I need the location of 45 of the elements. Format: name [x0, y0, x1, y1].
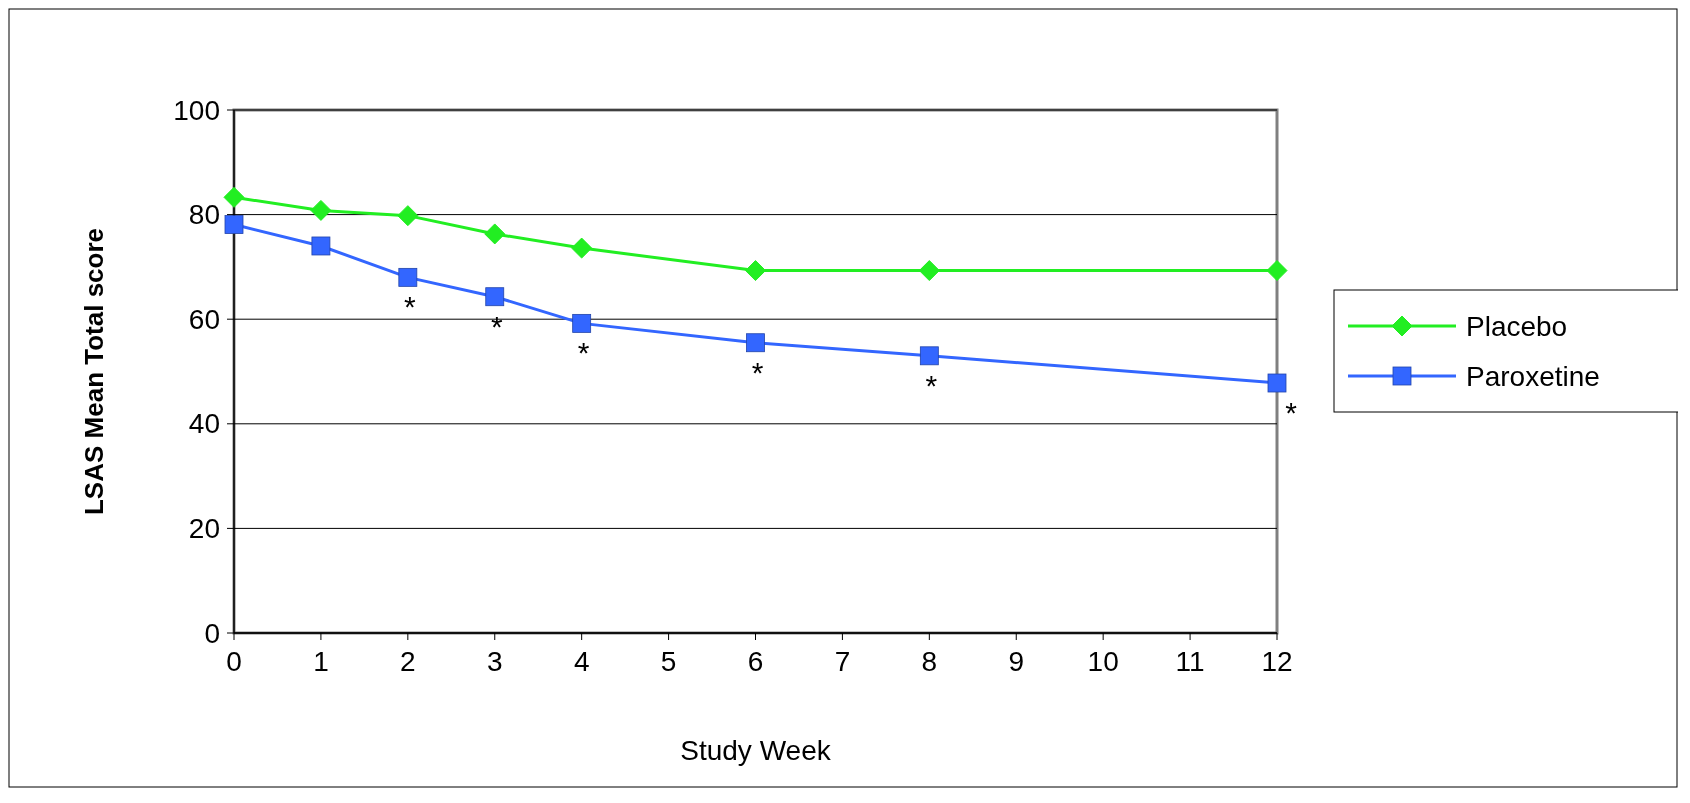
x-tick-label: 1 — [313, 646, 329, 677]
x-tick-label: 6 — [747, 646, 764, 677]
point — [571, 237, 593, 259]
point — [572, 313, 592, 333]
point — [918, 260, 940, 282]
point — [745, 260, 766, 282]
x-tick-label: 2 — [400, 646, 416, 677]
y-tick-label: 100 — [173, 94, 220, 126]
legend-label: Placebo — [1466, 310, 1568, 342]
y-tick-label: 0 — [204, 617, 220, 649]
annotation: * — [577, 336, 590, 370]
point — [223, 186, 245, 208]
y-tick-label: 20 — [188, 512, 220, 544]
annotation: * — [490, 309, 503, 343]
y-tick-label: 60 — [188, 303, 220, 335]
point — [746, 333, 765, 353]
x-tick-label: 9 — [1008, 646, 1025, 677]
annotation: * — [403, 290, 416, 324]
x-tick-label: 5 — [660, 646, 677, 677]
point — [398, 267, 418, 287]
point — [919, 346, 939, 366]
legend-label: Paroxetine — [1466, 360, 1600, 392]
x-tick-label: 3 — [486, 646, 503, 677]
x-tick-label: 7 — [834, 646, 851, 677]
y-axis-title: LSAS Mean Total score — [79, 227, 109, 516]
point — [1267, 373, 1287, 393]
annotation: * — [1285, 396, 1298, 430]
annotation: * — [925, 368, 938, 402]
x-axis-title: Study Week — [680, 735, 832, 766]
point — [484, 223, 506, 245]
point — [310, 199, 332, 221]
x-tick-label: 10 — [1087, 646, 1119, 677]
y-tick-label: 80 — [188, 199, 220, 231]
x-tick-label: 4 — [573, 646, 590, 677]
point — [311, 236, 331, 256]
x-tick-label: 0 — [226, 646, 242, 677]
x-tick-label: 12 — [1261, 646, 1293, 677]
x-tick-label: 11 — [1175, 646, 1205, 677]
point — [485, 287, 505, 307]
point — [397, 205, 419, 227]
point — [1266, 260, 1288, 282]
annotation: * — [751, 355, 764, 389]
y-tick-label: 40 — [188, 408, 220, 440]
point — [224, 215, 244, 234]
x-tick-label: 8 — [921, 646, 938, 677]
